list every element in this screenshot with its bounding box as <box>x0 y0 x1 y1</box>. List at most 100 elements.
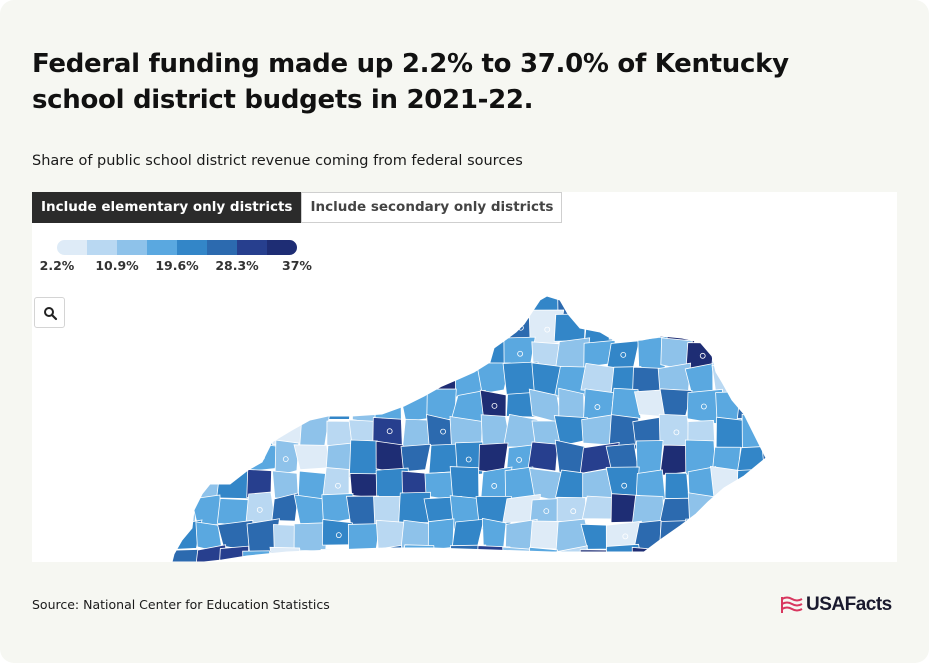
district-region[interactable] <box>349 473 381 499</box>
district-region[interactable] <box>715 416 747 452</box>
district-region[interactable] <box>527 546 559 562</box>
district-region[interactable] <box>242 338 278 371</box>
district-region[interactable] <box>761 442 795 475</box>
district-region[interactable] <box>216 442 247 480</box>
district-region[interactable] <box>761 517 796 554</box>
district-region[interactable] <box>687 492 722 527</box>
district-region[interactable] <box>716 518 739 551</box>
independent-district[interactable] <box>620 351 627 358</box>
district-region[interactable] <box>605 543 646 562</box>
independent-district[interactable] <box>282 456 289 463</box>
district-region[interactable] <box>320 311 354 343</box>
district-region[interactable] <box>274 390 303 418</box>
independent-district[interactable] <box>594 404 601 410</box>
district-region[interactable] <box>711 340 747 371</box>
district-region[interactable] <box>761 417 797 446</box>
independent-district[interactable] <box>672 300 679 307</box>
district-region[interactable] <box>742 546 770 562</box>
independent-district[interactable] <box>284 327 291 333</box>
district-region[interactable] <box>736 337 769 366</box>
independent-district[interactable] <box>335 532 342 539</box>
independent-district[interactable] <box>622 533 629 540</box>
independent-district[interactable] <box>231 325 238 331</box>
district-region[interactable] <box>219 336 253 370</box>
independent-district[interactable] <box>308 558 315 562</box>
district-region[interactable] <box>397 363 434 394</box>
district-region[interactable] <box>631 546 666 562</box>
district-region[interactable] <box>166 439 198 472</box>
district-region[interactable] <box>664 472 690 502</box>
district-region[interactable] <box>190 337 227 375</box>
district-region[interactable] <box>248 366 271 394</box>
district-region[interactable] <box>660 284 693 317</box>
independent-district[interactable] <box>257 429 263 436</box>
district-region[interactable] <box>189 414 224 451</box>
independent-district[interactable] <box>543 508 550 515</box>
independent-district[interactable] <box>335 482 341 489</box>
independent-district[interactable] <box>180 352 187 359</box>
district-region[interactable] <box>168 415 201 450</box>
district-region[interactable] <box>762 365 800 399</box>
district-region[interactable] <box>477 289 505 316</box>
kentucky-district-map[interactable] <box>32 192 897 562</box>
independent-district[interactable] <box>699 352 706 359</box>
independent-district[interactable] <box>491 402 498 409</box>
district-region[interactable] <box>767 394 794 421</box>
district-region[interactable] <box>711 492 746 529</box>
district-region[interactable] <box>741 413 766 450</box>
independent-district[interactable] <box>334 559 341 562</box>
district-region[interactable] <box>348 439 380 478</box>
district-region[interactable] <box>372 337 409 371</box>
district-region[interactable] <box>402 337 436 371</box>
district-region[interactable] <box>580 285 615 321</box>
district-region[interactable] <box>270 337 301 370</box>
district-region[interactable] <box>293 444 331 471</box>
district-region[interactable] <box>347 523 381 556</box>
district-region[interactable] <box>662 547 694 562</box>
independent-district[interactable] <box>412 300 419 307</box>
independent-district[interactable] <box>438 299 445 306</box>
tab-elementary-only[interactable]: Include elementary only districts <box>32 192 302 223</box>
district-region[interactable] <box>166 548 203 562</box>
district-region[interactable] <box>218 545 249 562</box>
district-region[interactable] <box>320 362 358 399</box>
independent-district[interactable] <box>621 482 628 489</box>
district-region[interactable] <box>241 390 275 423</box>
district-region[interactable] <box>684 363 714 395</box>
district-region[interactable] <box>606 340 640 372</box>
district-region[interactable] <box>189 442 231 472</box>
district-region[interactable] <box>350 338 379 372</box>
district-region[interactable] <box>216 365 253 393</box>
district-region[interactable] <box>687 420 716 447</box>
district-region[interactable] <box>398 544 437 562</box>
independent-district[interactable] <box>700 403 707 410</box>
district-region[interactable] <box>684 286 720 315</box>
district-region[interactable] <box>400 313 432 344</box>
district-region[interactable] <box>322 389 352 420</box>
district-region[interactable] <box>196 312 221 346</box>
independent-district[interactable] <box>570 508 577 515</box>
independent-district[interactable] <box>178 324 185 331</box>
independent-district[interactable] <box>673 429 680 436</box>
district-region[interactable] <box>610 387 642 420</box>
district-region[interactable] <box>735 520 769 552</box>
district-region[interactable] <box>476 314 509 344</box>
district-region[interactable] <box>456 312 490 344</box>
independent-district[interactable] <box>178 404 184 411</box>
district-region[interactable] <box>770 339 797 372</box>
district-region[interactable] <box>608 311 641 341</box>
district-region[interactable] <box>243 287 273 323</box>
district-region[interactable] <box>216 288 254 320</box>
district-region[interactable] <box>427 284 454 316</box>
independent-district[interactable] <box>256 377 263 384</box>
district-region[interactable] <box>267 286 303 318</box>
independent-district[interactable] <box>777 429 782 434</box>
district-region[interactable] <box>168 288 195 319</box>
district-region[interactable] <box>219 414 251 449</box>
independent-district[interactable] <box>517 350 524 357</box>
district-region[interactable] <box>167 335 203 375</box>
tab-secondary-only[interactable]: Include secondary only districts <box>301 192 563 223</box>
district-region[interactable] <box>269 546 304 562</box>
district-region[interactable] <box>269 363 301 398</box>
district-region[interactable] <box>347 287 379 319</box>
